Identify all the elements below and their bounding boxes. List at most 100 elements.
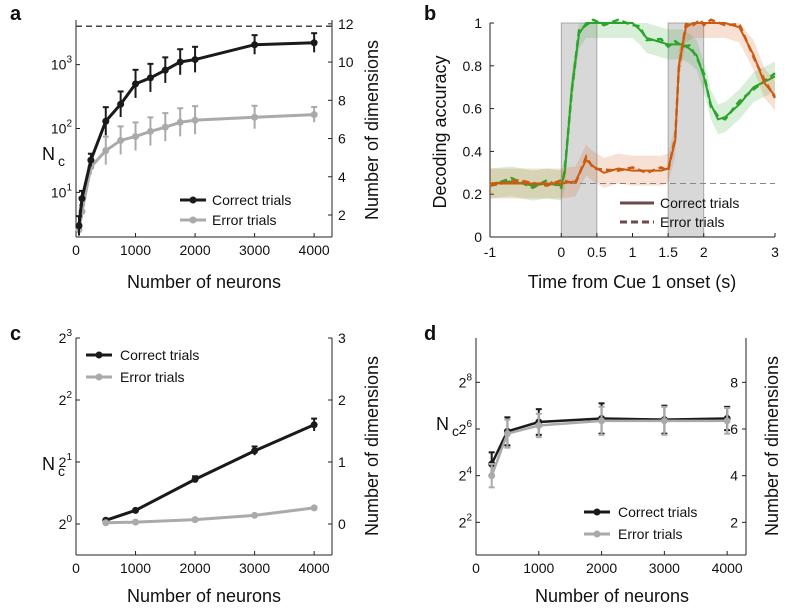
a-y-tick-label-base: 10: [51, 121, 67, 137]
c-x-tick-label: 0: [72, 560, 80, 576]
a-x-axis-label: Number of neurons: [127, 272, 281, 292]
c-series-line: [105, 423, 315, 522]
a-data-point: [75, 222, 83, 230]
d-x-tick-label: 3000: [649, 560, 680, 576]
b-x-tick-label: 1: [629, 244, 637, 260]
a-y-axis-label: N: [42, 144, 55, 164]
c-x-tick-label: 4000: [299, 560, 330, 576]
d-y-tick-label: 24: [459, 466, 473, 484]
a-data-point: [132, 132, 140, 140]
a-data-point: [176, 58, 184, 66]
d-x-axis-label: Number of neurons: [535, 586, 689, 606]
d-legend-marker: [593, 530, 601, 538]
d-y-axis-label-sub: c: [452, 423, 459, 439]
c-y-tick-label-base: 2: [59, 330, 67, 346]
b-y-tick-label: 0.2: [463, 186, 483, 202]
a-data-point: [102, 117, 110, 125]
d-y2-axis-label: Number of dimensions: [762, 356, 782, 536]
c-data-point: [251, 511, 259, 519]
b-legend-label: Error trials: [660, 214, 725, 230]
a-y2-axis-label: Number of dimensions: [362, 40, 382, 220]
c-data-point: [191, 516, 199, 524]
a-x-tick-label: 3000: [239, 242, 270, 258]
c-x-tick-label: 1000: [120, 560, 151, 576]
a-y-tick-label-base: 10: [51, 57, 67, 73]
c-data-point: [310, 421, 318, 429]
d-data-point: [723, 417, 731, 425]
c-y-tick-label-base: 2: [59, 516, 67, 532]
d-y-tick-label-base: 2: [459, 374, 467, 390]
a-data-point: [191, 56, 199, 64]
panel-letter-d: d: [424, 323, 436, 345]
a-y2-tick-label: 12: [338, 16, 354, 32]
c-legend-marker: [95, 351, 103, 359]
d-y-tick-label-exp: 8: [466, 372, 472, 383]
d-y2-tick-label: 8: [730, 374, 738, 390]
b-cue-shading: [667, 22, 705, 238]
panel-letter-c: c: [10, 323, 21, 345]
c-y-tick-label-base: 2: [59, 454, 67, 470]
d-x-tick-label: 0: [472, 560, 480, 576]
a-y-tick-label-exp: 1: [66, 182, 72, 193]
c-data-point: [132, 518, 140, 526]
a-series-line: [77, 41, 315, 226]
a-y-tick-label-exp: 3: [66, 55, 72, 66]
a-y-tick-label: 101: [51, 182, 73, 200]
c-x-tick-label: 3000: [239, 560, 270, 576]
a-series-line: [77, 113, 315, 230]
c-y-tick-label-base: 2: [59, 392, 67, 408]
a-data-point: [191, 116, 199, 124]
b-x-axis-label: Time from Cue 1 onset (s): [528, 272, 736, 292]
a-data-point: [161, 123, 169, 131]
a-legend-marker: [189, 196, 197, 204]
a-data-point: [161, 66, 169, 74]
a-x-tick-label: 0: [72, 242, 80, 258]
a-data-point: [146, 127, 154, 135]
d-y-tick-label-exp: 6: [466, 419, 472, 430]
d-y-tick-label: 28: [459, 372, 473, 390]
c-y-axis-label-sub: c: [58, 463, 65, 479]
a-data-point: [117, 100, 125, 108]
a-data-point: [176, 118, 184, 126]
b-x-tick-label: 0: [557, 244, 565, 260]
a-y2-tick-label: 8: [338, 92, 346, 108]
b-x-tick-label: 0.5: [587, 244, 607, 260]
d-data-point: [488, 472, 496, 480]
a-legend-label: Correct trials: [212, 192, 291, 208]
b-x-tick-label: -1: [484, 244, 497, 260]
panel-letter-a: a: [10, 3, 22, 25]
b-series-line-error: [489, 17, 777, 187]
a-y2-tick-label: 2: [338, 207, 346, 223]
a-data-point: [251, 113, 259, 121]
c-y-axis-label: N: [42, 454, 55, 474]
d-legend-label: Error trials: [618, 526, 683, 542]
d-y-tick-label-exp: 2: [466, 512, 472, 523]
d-y-tick-label: 22: [459, 512, 473, 530]
b-y-tick-label: 0.6: [463, 101, 483, 117]
a-y-tick-label: 102: [51, 119, 73, 137]
d-data-point: [535, 422, 543, 429]
c-legend-label: Error trials: [120, 369, 185, 385]
a-y2-tick-label: 10: [338, 54, 354, 70]
a-data-point: [78, 195, 86, 203]
b-x-tick-label: 1.5: [658, 244, 678, 260]
a-y-axis-label-sub: c: [58, 153, 65, 169]
a-data-point: [310, 39, 318, 47]
a-data-point: [146, 74, 154, 82]
a-x-tick-label: 4000: [299, 242, 330, 258]
b-x-tick-label: 2: [700, 244, 708, 260]
c-y-tick-label: 21: [59, 452, 73, 470]
a-data-point: [251, 41, 259, 49]
d-x-tick-label: 4000: [712, 560, 743, 576]
d-y-tick-label-base: 2: [459, 421, 467, 437]
c-data-point: [251, 447, 259, 455]
a-y-tick-label: 103: [51, 55, 73, 73]
b-y-tick-label: 0: [474, 229, 482, 245]
a-data-point: [87, 156, 95, 164]
b-series-line-error: [489, 18, 776, 190]
c-y2-axis-label: Number of dimensions: [362, 356, 382, 536]
c-y2-tick-label: 3: [338, 330, 346, 346]
c-x-tick-label: 2000: [179, 560, 210, 576]
d-x-tick-label: 2000: [586, 560, 617, 576]
